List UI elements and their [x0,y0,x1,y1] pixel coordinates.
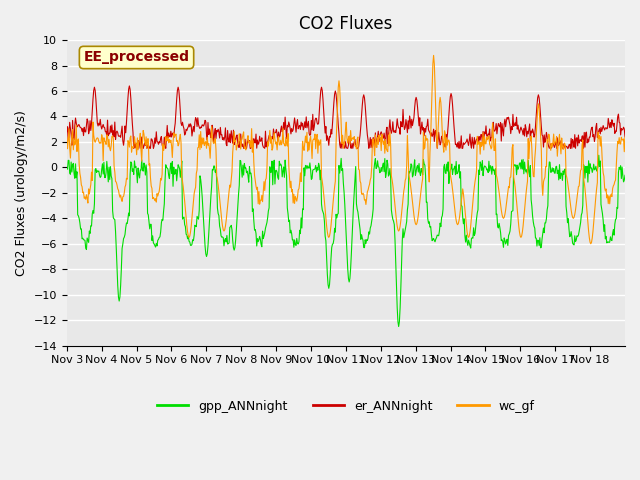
Legend: gpp_ANNnight, er_ANNnight, wc_gf: gpp_ANNnight, er_ANNnight, wc_gf [152,395,540,418]
Title: CO2 Fluxes: CO2 Fluxes [300,15,392,33]
Y-axis label: CO2 Fluxes (urology/m2/s): CO2 Fluxes (urology/m2/s) [15,110,28,276]
Text: EE_processed: EE_processed [84,50,189,64]
